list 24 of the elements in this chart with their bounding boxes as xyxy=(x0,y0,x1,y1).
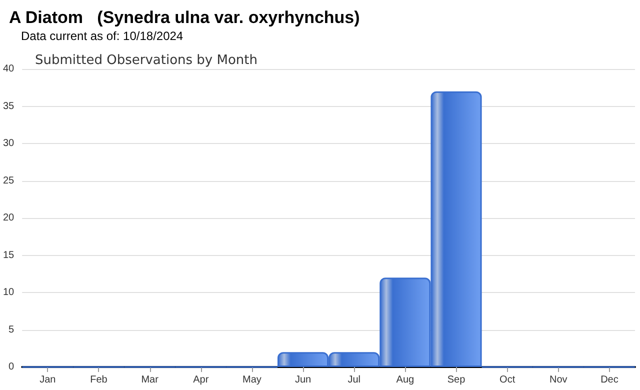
chart-subtitle: Data current as of: 10/18/2024 xyxy=(21,29,184,43)
x-tick-label: Jun xyxy=(294,374,312,386)
y-tick-label: 25 xyxy=(3,175,15,186)
x-tick-label: Sep xyxy=(447,374,466,386)
x-tick-label: Mar xyxy=(141,374,160,386)
x-tick-label: Jul xyxy=(348,374,360,386)
x-tick-label: Oct xyxy=(500,374,516,386)
y-tick-label: 40 xyxy=(3,64,15,74)
y-tick-label: 20 xyxy=(3,212,15,224)
y-tick-label: 15 xyxy=(3,250,15,261)
y-tick-label: 30 xyxy=(3,138,15,149)
x-tick-label: Aug xyxy=(396,374,414,386)
y-tick-label: 35 xyxy=(3,100,15,112)
x-tick-label: Nov xyxy=(549,374,568,386)
x-tick-label: Jan xyxy=(40,374,56,386)
text: Submitted Observations by Month xyxy=(35,53,258,68)
x-tick-label: Apr xyxy=(193,374,210,386)
y-tick-label: 5 xyxy=(8,324,15,336)
x-tick-label: Feb xyxy=(90,374,108,386)
x-tick-label: May xyxy=(242,374,262,386)
y-tick-label: 0 xyxy=(8,362,15,372)
chart-title: A Diatom (Synedra ulna var. oxyrhynchus) xyxy=(9,8,360,27)
x-tick-label: Dec xyxy=(600,374,618,386)
y-tick-label: 10 xyxy=(3,287,15,298)
